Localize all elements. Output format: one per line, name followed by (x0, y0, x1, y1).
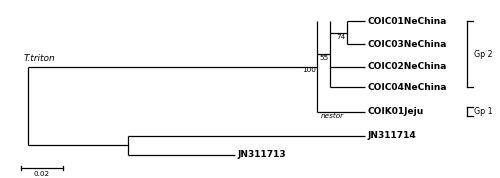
Text: 0.02: 0.02 (34, 171, 50, 177)
Text: COIK01Jeju: COIK01Jeju (367, 107, 424, 116)
Text: T.triton: T.triton (23, 54, 55, 63)
Text: COIC04NeChina: COIC04NeChina (367, 83, 446, 92)
Text: COIC01NeChina: COIC01NeChina (367, 17, 446, 26)
Text: 74: 74 (336, 34, 345, 40)
Text: 55: 55 (319, 55, 328, 61)
Text: Gp 1: Gp 1 (474, 107, 493, 116)
Text: JN311713: JN311713 (238, 150, 286, 159)
Text: JN311714: JN311714 (367, 131, 416, 140)
Text: 100: 100 (302, 67, 316, 74)
Text: COIC03NeChina: COIC03NeChina (367, 40, 446, 49)
Text: nestor: nestor (321, 113, 344, 119)
Text: Gp 2: Gp 2 (474, 50, 493, 59)
Text: COIC02NeChina: COIC02NeChina (367, 62, 446, 71)
